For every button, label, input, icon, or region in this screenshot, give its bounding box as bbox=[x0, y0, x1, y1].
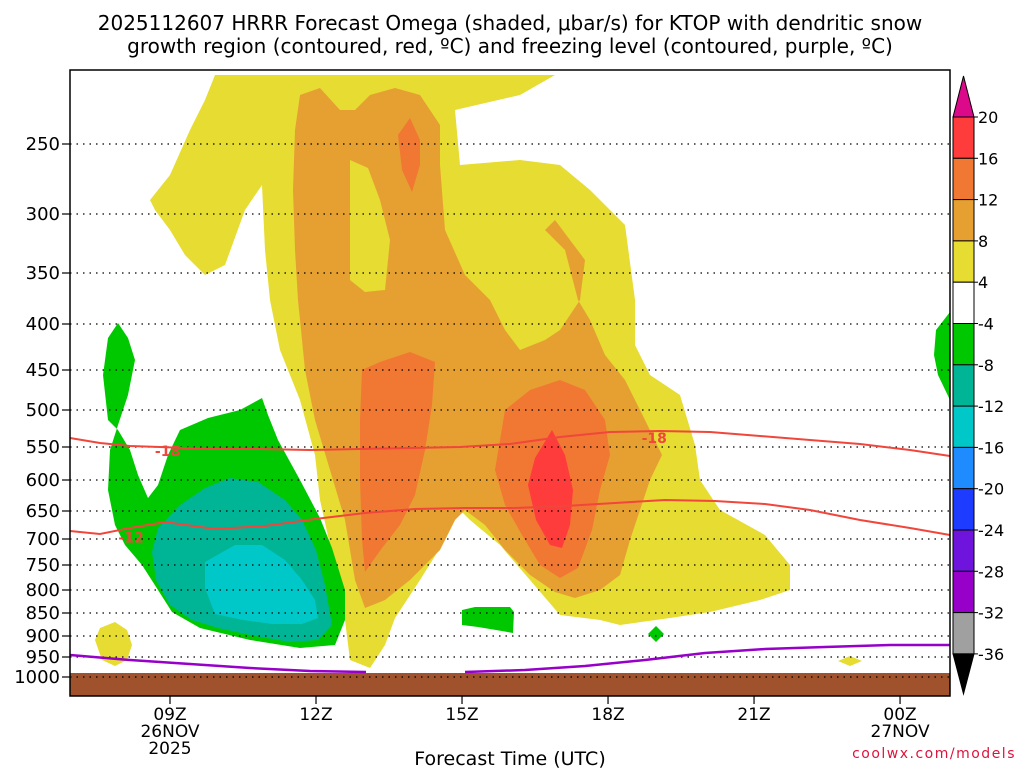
colorbar-segment bbox=[952, 240, 975, 283]
omega-colorbar: 20 16 12 8 4 -4 -8 -12 -16 -20 -24 -28 -32 -36 bbox=[952, 75, 1004, 696]
colorbar-cap-bottom bbox=[952, 653, 975, 696]
colorbar-segment bbox=[952, 323, 975, 366]
y-tick-label: 750 bbox=[26, 555, 60, 576]
pressure-axis: 2503003504004505005506006507007508008509… bbox=[14, 134, 70, 688]
omega-region-neg4 bbox=[648, 626, 664, 642]
x-tick-date: 27NOV bbox=[871, 722, 930, 742]
colorbar-segment bbox=[952, 488, 975, 531]
x-tick-label: 21Z bbox=[737, 705, 770, 725]
colorbar-label: -24 bbox=[978, 521, 1004, 540]
y-tick-label: 800 bbox=[26, 580, 60, 601]
x-tick-date: 26NOV bbox=[140, 722, 199, 742]
x-tick-label: 00Z bbox=[883, 705, 916, 725]
y-tick-label: 850 bbox=[26, 603, 60, 624]
ground-surface bbox=[70, 673, 950, 696]
y-tick-label: 500 bbox=[26, 400, 60, 421]
x-tick-label: 18Z bbox=[591, 705, 624, 725]
colorbar-segment bbox=[952, 157, 975, 201]
y-tick-label: 700 bbox=[26, 529, 60, 550]
colorbar-label: -8 bbox=[978, 356, 994, 375]
colorbar-segment bbox=[952, 529, 975, 572]
freezing-level-contours bbox=[69, 643, 950, 674]
omega-region-pos12 bbox=[360, 352, 435, 572]
y-tick-label: 900 bbox=[26, 626, 60, 647]
y-tick-label: 950 bbox=[26, 647, 60, 668]
contour-label: -18 bbox=[155, 444, 180, 460]
x-tick-label: 09Z bbox=[153, 705, 186, 725]
chart-title-line2: growth region (contoured, red, ºC) and f… bbox=[127, 34, 893, 58]
y-tick-label: 550 bbox=[26, 437, 60, 458]
colorbar-label: 8 bbox=[978, 232, 988, 251]
freezing-level-line-west bbox=[69, 653, 367, 674]
chart-title-line1: 2025112607 HRRR Forecast Omega (shaded, … bbox=[98, 11, 922, 35]
y-tick-label: 250 bbox=[26, 134, 60, 155]
dgz-contour-minus12 bbox=[69, 498, 951, 536]
colorbar-cap-top bbox=[952, 75, 975, 118]
y-tick-label: 1000 bbox=[14, 667, 60, 688]
colorbar-label: -16 bbox=[978, 438, 1004, 457]
plot-frame bbox=[69, 69, 951, 697]
x-axis-label: Forecast Time (UTC) bbox=[414, 748, 605, 768]
x-tick-year: 2025 bbox=[148, 739, 191, 759]
y-tick-label: 450 bbox=[26, 360, 60, 381]
colorbar-label: 12 bbox=[978, 191, 998, 210]
colorbar-segment bbox=[952, 116, 975, 159]
colorbar-segment bbox=[952, 364, 975, 407]
colorbar-label: 4 bbox=[978, 273, 988, 292]
colorbar-segment bbox=[952, 281, 975, 325]
colorbar-segment bbox=[952, 570, 975, 614]
colorbar-label: -12 bbox=[978, 397, 1004, 416]
colorbar-label: 20 bbox=[978, 108, 998, 127]
omega-region-pos16 bbox=[528, 430, 573, 548]
omega-region-neg4 bbox=[462, 607, 514, 633]
contour-label: -18 bbox=[642, 431, 667, 447]
freezing-level-line-east bbox=[464, 643, 950, 674]
dendritic-growth-contours bbox=[69, 429, 951, 536]
colorbar-label: -20 bbox=[978, 480, 1004, 499]
omega-region-neg4 bbox=[934, 312, 950, 400]
y-tick-label: 600 bbox=[26, 470, 60, 491]
colorbar-label: -36 bbox=[978, 645, 1004, 664]
colorbar-segment bbox=[952, 612, 975, 655]
omega-region-pos4 bbox=[838, 656, 862, 666]
omega-shading bbox=[95, 75, 950, 668]
x-tick-label: 15Z bbox=[445, 705, 478, 725]
colorbar-segment bbox=[952, 405, 975, 448]
y-tick-label: 400 bbox=[26, 314, 60, 335]
omega-region-pos4 bbox=[95, 622, 132, 666]
dgz-contour-minus18 bbox=[69, 429, 951, 457]
contour-label: -12 bbox=[118, 530, 143, 546]
x-tick-label: 12Z bbox=[299, 705, 332, 725]
colorbar-label: 16 bbox=[978, 149, 998, 168]
colorbar-label: -28 bbox=[978, 562, 1004, 581]
y-tick-label: 350 bbox=[26, 263, 60, 284]
contour-labels: -18 -18 -12 bbox=[118, 431, 667, 546]
colorbar-segment bbox=[952, 199, 975, 242]
colorbar-label: -4 bbox=[978, 315, 994, 334]
y-tick-label: 650 bbox=[26, 501, 60, 522]
source-credit: coolwx.com/models bbox=[852, 746, 1016, 762]
y-tick-label: 300 bbox=[26, 204, 60, 225]
colorbar-label: -32 bbox=[978, 604, 1004, 623]
omega-region-pos12 bbox=[398, 118, 420, 192]
colorbar-segment bbox=[952, 446, 975, 490]
